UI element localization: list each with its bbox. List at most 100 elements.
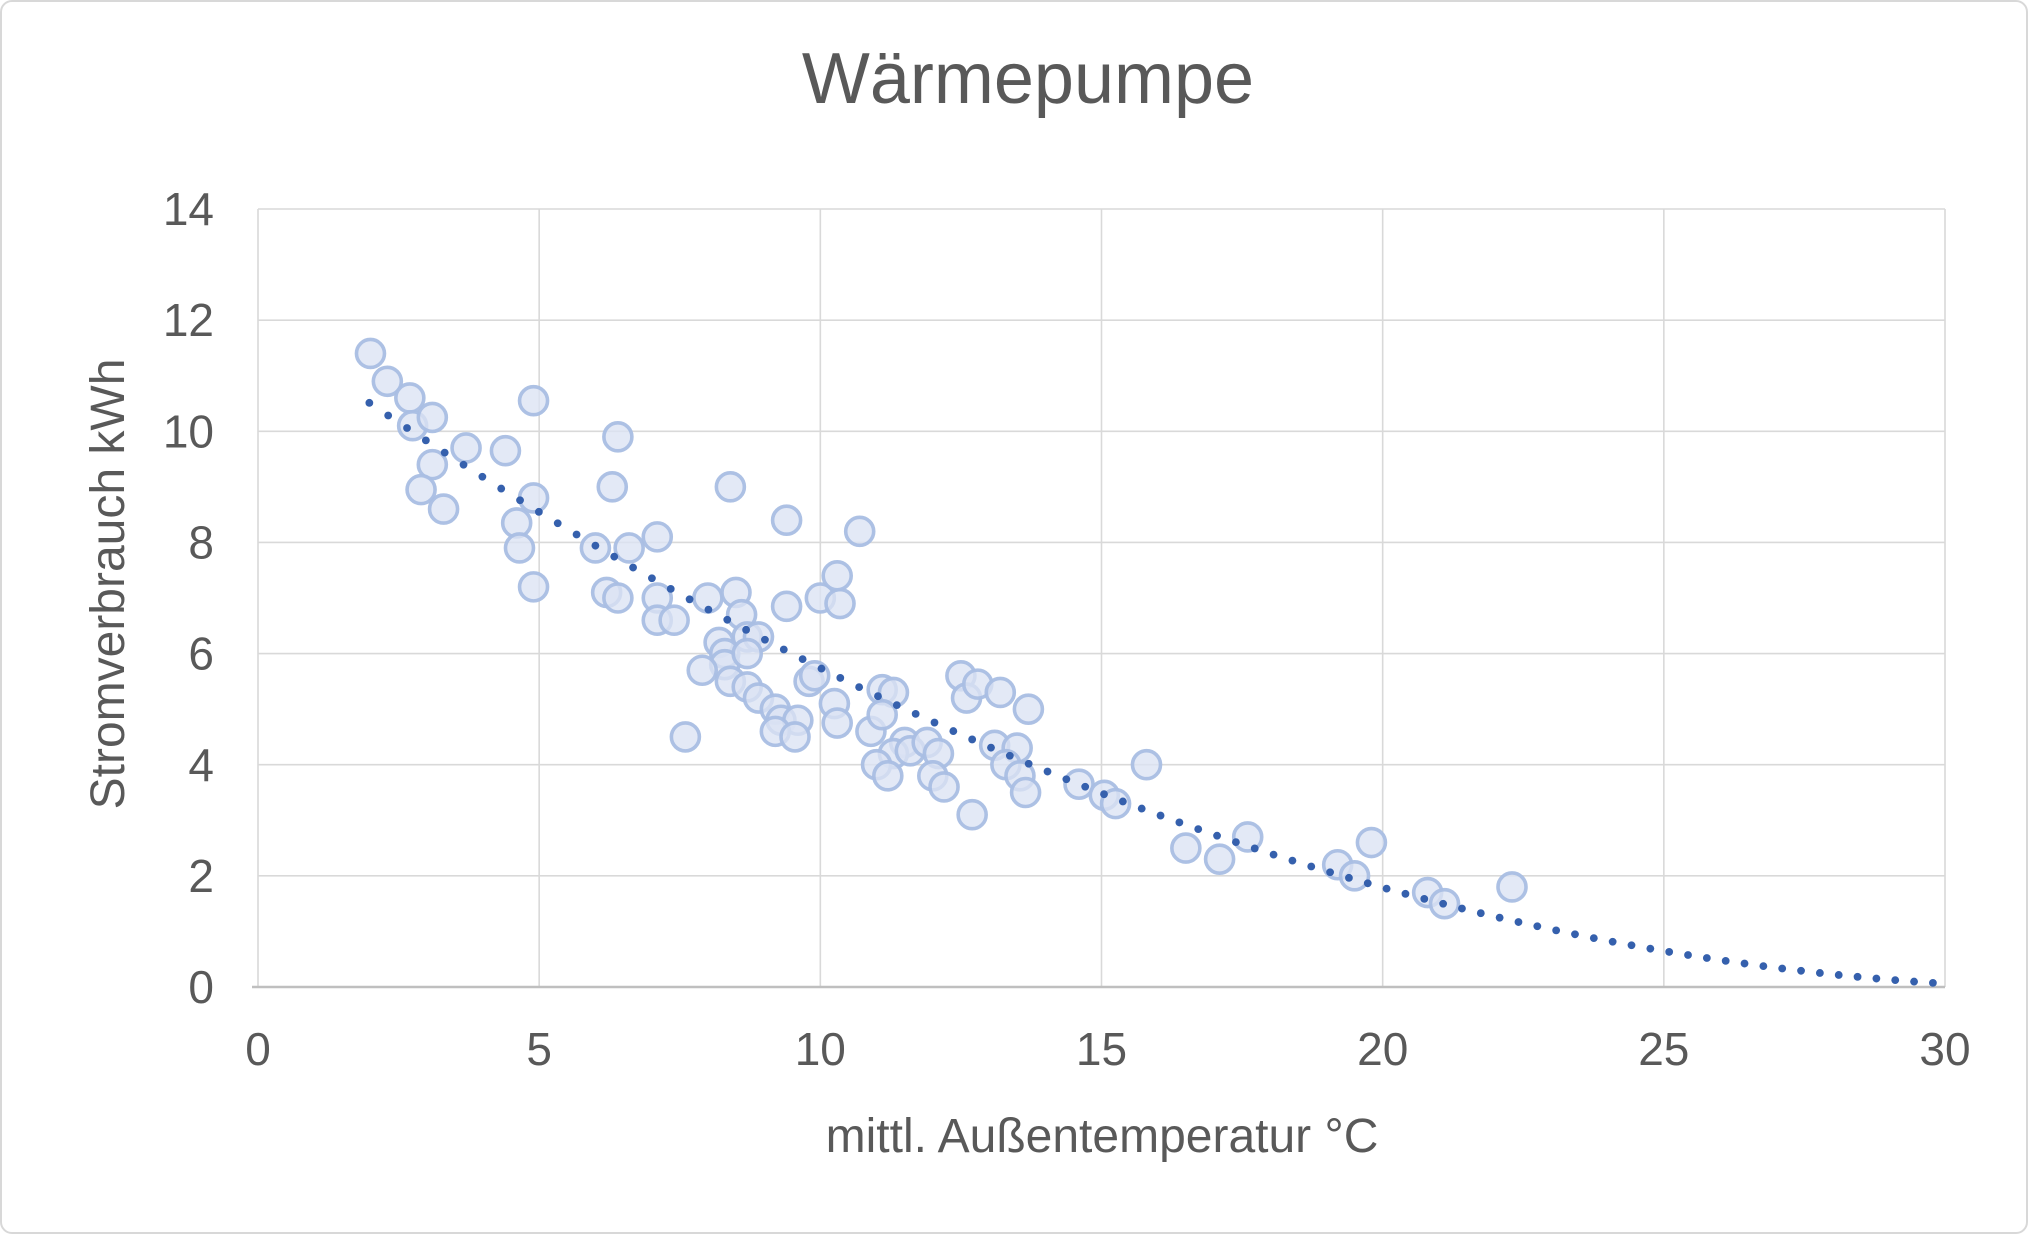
data-point	[1009, 776, 1042, 809]
data-point	[602, 582, 634, 614]
trendline-dot	[685, 595, 694, 604]
chart-title: Wärmepumpe	[802, 39, 1254, 119]
trendline-dot	[1062, 775, 1071, 784]
trendline-dot	[1288, 856, 1297, 865]
data-point	[770, 590, 803, 623]
x-tick-label: 10	[795, 1023, 846, 1075]
trendline-dot	[742, 625, 751, 634]
data-point	[798, 659, 831, 692]
trendline-dot	[1891, 976, 1900, 985]
x-tick-label: 20	[1357, 1023, 1408, 1075]
x-tick-label: 5	[526, 1023, 552, 1075]
data-point	[503, 532, 536, 564]
trendline-dot	[1495, 913, 1504, 922]
trendline-dot	[1533, 922, 1542, 931]
trendline-dot	[1759, 962, 1768, 971]
trendline-dot	[1005, 751, 1014, 760]
trendline-dot	[987, 743, 995, 752]
trendline-dot	[516, 496, 524, 505]
trendline-dot	[1345, 873, 1353, 882]
trendline-dot	[1175, 818, 1184, 827]
trendline-dot	[1646, 944, 1655, 953]
data-point	[779, 721, 811, 753]
trendline-dot	[1231, 838, 1240, 847]
trendline-dot	[1627, 941, 1636, 950]
y-tick-label: 10	[163, 405, 214, 457]
trendline-dot	[968, 735, 977, 744]
trendline-dot	[1156, 811, 1165, 820]
data-point	[1012, 693, 1045, 725]
data-point	[928, 771, 960, 803]
y-tick-label: 2	[188, 850, 214, 902]
x-tick-label: 25	[1638, 1023, 1689, 1075]
data-point	[489, 434, 522, 467]
data-point	[450, 432, 482, 464]
trendline-dot	[911, 710, 920, 718]
data-point	[641, 521, 674, 553]
trendline-dot	[1213, 831, 1221, 840]
trendline-dot	[1872, 974, 1881, 983]
trendline-dot	[534, 507, 543, 516]
trendline-dot	[440, 448, 449, 457]
y-tick-label: 0	[188, 961, 214, 1013]
gridlines	[252, 208, 1946, 989]
y-tick-label: 12	[163, 294, 214, 346]
trendline-dot	[553, 519, 562, 528]
trendline-dot	[1910, 977, 1918, 986]
data-point	[371, 365, 404, 398]
data-point	[416, 401, 449, 434]
trendline-dot	[1420, 894, 1429, 903]
trendline-dot	[1608, 937, 1617, 946]
data-point	[1338, 860, 1371, 892]
trendline-dot	[648, 574, 656, 583]
trendline-dot	[1363, 879, 1372, 888]
data-point	[517, 571, 550, 603]
data-point	[613, 532, 645, 564]
trendline	[365, 398, 1937, 987]
x-tick-label: 30	[1919, 1023, 1970, 1075]
data-point	[956, 798, 988, 831]
trendline-dot	[798, 655, 807, 664]
trendline-dot	[1589, 934, 1598, 942]
data-point	[714, 471, 747, 503]
data-point	[824, 587, 856, 620]
trendline-dot	[892, 701, 901, 710]
trendline-dot	[1326, 868, 1334, 877]
y-tick-label: 4	[188, 739, 214, 791]
data-point	[669, 721, 702, 753]
trendline-dot	[1458, 904, 1466, 913]
trendline-dot	[1100, 790, 1108, 799]
trendline-dot	[1834, 971, 1843, 979]
trendline-dot	[1552, 926, 1561, 935]
x-tick-label: 15	[1076, 1023, 1127, 1075]
y-axis-title: Stromverbrauch kWh	[82, 359, 135, 810]
data-point	[1496, 871, 1528, 903]
trendline-dot	[421, 436, 430, 445]
trendline-dot	[478, 472, 487, 481]
trendline-dot	[610, 552, 619, 561]
trendline-dot	[1815, 969, 1824, 977]
trendline-dot	[1702, 954, 1711, 962]
data-point	[427, 493, 460, 525]
data-point	[1170, 832, 1202, 864]
y-tick-label: 8	[188, 517, 214, 569]
data-point	[686, 654, 719, 687]
trendline-dot	[666, 584, 675, 593]
trendline-dot	[874, 692, 882, 701]
trendline-dot	[1382, 884, 1391, 893]
data-point	[1355, 826, 1388, 859]
trendline-dot	[629, 563, 637, 572]
data-point	[821, 559, 854, 592]
trendline-dot	[1778, 964, 1787, 973]
data-point	[602, 421, 634, 453]
y-axis-ticks: 0 2 4 6 8 10 12 14	[163, 183, 214, 1013]
y-tick-label: 6	[188, 628, 214, 680]
trendline-dot	[1081, 782, 1090, 791]
trendline-dot	[497, 484, 506, 493]
trendline-dot	[591, 541, 600, 550]
data-point	[821, 707, 854, 739]
scatter-points	[354, 337, 1528, 920]
trendline-dot	[1194, 825, 1203, 834]
data-point	[354, 337, 387, 370]
